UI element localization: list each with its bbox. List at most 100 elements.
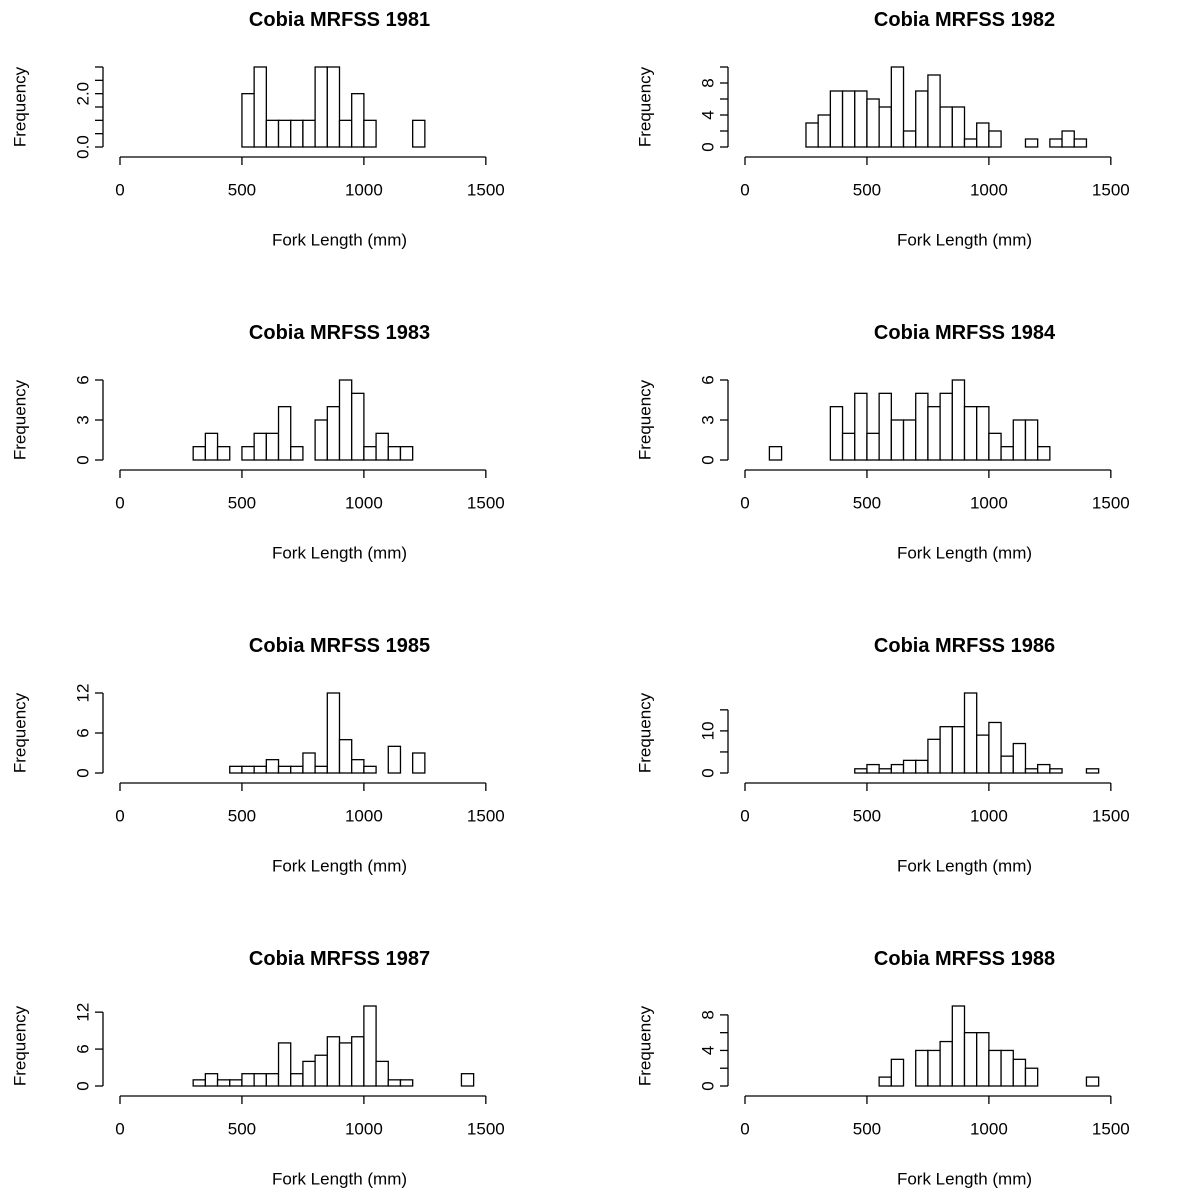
bar — [326, 406, 341, 461]
bar — [363, 446, 377, 461]
chart-title: Cobia MRFSS 1987 — [249, 948, 430, 970]
x-axis-label: Fork Length (mm) — [272, 857, 407, 876]
y-tick-label: 0 — [699, 768, 718, 777]
x-tick-label: 500 — [228, 807, 256, 826]
x-tick-label: 0 — [115, 494, 124, 513]
bar — [314, 419, 328, 461]
bar — [326, 692, 341, 774]
y-tick-label: 12 — [74, 684, 93, 703]
bar — [951, 106, 966, 148]
y-tick-label: 0 — [699, 142, 718, 151]
y-tick-label: 2.0 — [74, 82, 93, 106]
bar — [412, 119, 426, 148]
bar — [976, 1032, 990, 1087]
bar — [375, 1060, 389, 1087]
y-tick-label: 0 — [699, 455, 718, 464]
bar — [841, 432, 856, 461]
bar — [229, 765, 243, 774]
bar — [939, 1040, 953, 1087]
bar — [854, 392, 868, 461]
bar — [265, 119, 280, 148]
bar — [363, 119, 377, 148]
x-tick-label: 0 — [115, 1120, 124, 1139]
bar — [1000, 1049, 1014, 1087]
bar — [890, 1058, 905, 1087]
bar — [976, 734, 990, 774]
bar — [351, 93, 365, 148]
x-tick-label: 0 — [740, 181, 749, 200]
y-tick-label: 0.0 — [74, 135, 93, 159]
y-tick-label: 6 — [699, 375, 718, 384]
bar — [976, 406, 990, 461]
x-tick-label: 1500 — [1092, 181, 1130, 200]
y-axis-label: Frequency — [636, 379, 655, 460]
bar — [302, 752, 316, 774]
y-tick-label: 6 — [74, 375, 93, 384]
bar — [265, 432, 280, 461]
bar — [939, 106, 953, 148]
bar — [399, 446, 414, 461]
bar — [1085, 768, 1100, 774]
bar — [939, 392, 953, 461]
bar — [1000, 446, 1014, 461]
bar — [241, 93, 255, 148]
y-axis-label: Frequency — [636, 692, 655, 773]
bar — [902, 759, 917, 774]
bar — [988, 1049, 1002, 1087]
bar — [204, 1073, 219, 1087]
y-tick-label: 6 — [74, 1044, 93, 1053]
bar — [854, 90, 868, 148]
x-tick-label: 500 — [853, 181, 881, 200]
x-axis-label: Fork Length (mm) — [272, 1170, 407, 1189]
y-tick-label: 0 — [699, 1081, 718, 1090]
bar — [253, 66, 267, 148]
bar — [1037, 763, 1051, 774]
bar — [988, 130, 1002, 148]
bar — [1012, 742, 1027, 774]
chart-title: Cobia MRFSS 1988 — [874, 948, 1055, 970]
y-tick-label: 8 — [699, 1010, 718, 1019]
bar — [338, 119, 353, 148]
x-tick-label: 0 — [115, 181, 124, 200]
x-tick-label: 1500 — [1092, 494, 1130, 513]
bar — [878, 392, 892, 461]
bar — [1024, 138, 1039, 148]
bar — [351, 1036, 365, 1087]
y-axis-label: Frequency — [11, 379, 30, 460]
bar — [387, 1079, 402, 1087]
x-tick-label: 1500 — [467, 1120, 505, 1139]
bar — [460, 1073, 475, 1087]
y-tick-label: 0 — [74, 768, 93, 777]
bar — [351, 759, 365, 774]
bar — [375, 432, 389, 461]
bar — [412, 752, 426, 774]
bar — [338, 379, 353, 461]
bar — [890, 66, 905, 148]
x-axis-label: Fork Length (mm) — [272, 544, 407, 563]
bar — [277, 1042, 292, 1087]
bar — [902, 130, 917, 148]
bar — [241, 446, 255, 461]
bar — [290, 119, 304, 148]
x-tick-label: 500 — [228, 181, 256, 200]
bar — [915, 90, 929, 148]
bar — [951, 379, 966, 461]
x-tick-label: 0 — [740, 494, 749, 513]
bar — [878, 106, 892, 148]
bar — [1024, 419, 1039, 461]
bar — [976, 122, 990, 148]
bar — [854, 768, 868, 774]
y-axis-label: Frequency — [636, 1005, 655, 1086]
x-axis-label: Fork Length (mm) — [897, 231, 1032, 250]
bar — [829, 90, 844, 148]
x-tick-label: 500 — [228, 1120, 256, 1139]
x-tick-label: 0 — [740, 1120, 749, 1139]
bar — [1024, 1067, 1039, 1087]
bar — [915, 759, 929, 774]
bar — [866, 763, 880, 774]
bar — [314, 66, 328, 148]
bar — [314, 765, 328, 774]
x-tick-label: 500 — [853, 1120, 881, 1139]
bar — [988, 432, 1002, 461]
y-tick-label: 4 — [699, 110, 718, 119]
